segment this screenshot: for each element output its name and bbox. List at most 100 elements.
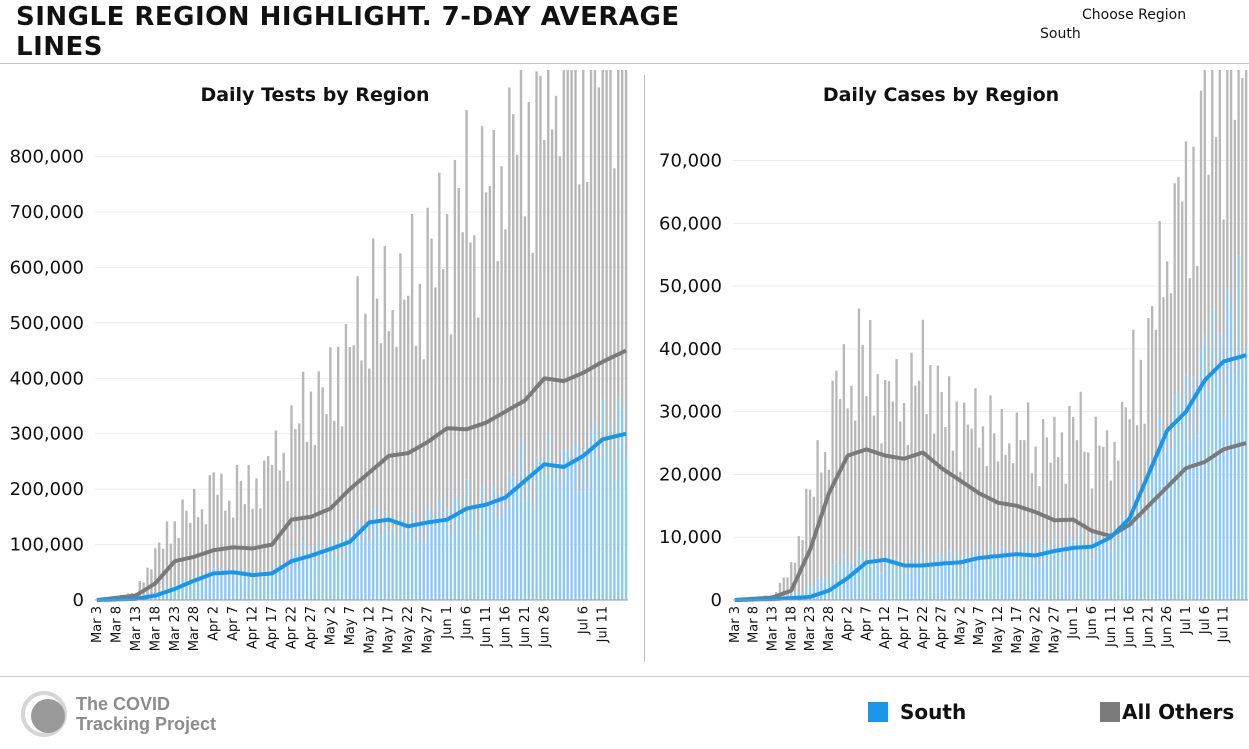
tests-bar-south <box>181 579 184 600</box>
cases-y-tick-label: 40,000 <box>659 339 722 360</box>
tests-bar-south <box>512 477 515 600</box>
legend-item-all-others[interactable]: All Others <box>1100 700 1234 724</box>
cases-bar-all-others <box>906 445 909 574</box>
cases-x-tick-label: Apr 12 <box>878 606 893 649</box>
tests-bar-south <box>566 450 569 600</box>
cases-bar-south <box>869 549 872 600</box>
tests-bar-south <box>601 399 604 600</box>
cases-bar-all-others <box>1060 432 1064 545</box>
cases-bar-south <box>861 553 864 600</box>
tests-bar-south <box>504 509 507 600</box>
cases-x-tick-label: May 22 <box>1029 606 1044 654</box>
cases-x-tick-label: Mar 18 <box>784 606 799 651</box>
tests-x-tick-label: May 2 <box>323 606 338 645</box>
tests-bar-south <box>523 500 527 600</box>
tests-bar-all-others <box>379 343 383 536</box>
tests-bar-all-others <box>492 130 495 487</box>
cases-bar-all-others <box>1211 70 1214 309</box>
cases-bar-all-others <box>1188 278 1191 442</box>
tests-bar-all-others <box>461 232 464 511</box>
cases-bar-south <box>880 572 883 600</box>
tests-bar-all-others <box>395 346 398 539</box>
tests-bar-all-others <box>519 70 523 439</box>
cases-bar-south <box>808 587 812 600</box>
tests-x-tick-label: May 22 <box>401 606 416 654</box>
cases-bar-south <box>1211 308 1214 600</box>
cases-x-tick-label: Jul 11 <box>1217 606 1232 643</box>
cases-bar-south <box>944 563 947 600</box>
cases-bar-south <box>940 556 943 600</box>
tests-bar-all-others <box>325 414 328 554</box>
cases-bar-south <box>1226 289 1229 600</box>
tests-bar-south <box>406 530 410 600</box>
cases-bar-all-others <box>1207 174 1210 392</box>
tests-bar-all-others <box>535 71 538 458</box>
tests-bar-south <box>212 568 215 600</box>
cases-bar-south <box>1102 539 1105 600</box>
tests-bar-south <box>547 433 550 600</box>
tests-bar-south <box>570 461 573 600</box>
cases-bar-all-others <box>914 385 917 564</box>
cases-bar-south <box>1177 391 1180 600</box>
tests-bar-all-others <box>173 521 176 586</box>
tests-bar-south <box>286 570 289 600</box>
tests-bar-south <box>593 420 597 600</box>
cases-bar-all-others <box>1214 137 1218 377</box>
tests-bar-south <box>344 532 348 600</box>
cases-y-tick-label: 50,000 <box>659 276 722 297</box>
tests-bar-all-others <box>562 70 566 451</box>
tests-bar-all-others <box>523 216 527 501</box>
tests-bar-south <box>263 570 266 600</box>
tests-bar-all-others <box>305 441 309 560</box>
tests-bar-south <box>305 559 309 600</box>
tests-bar-all-others <box>340 426 344 558</box>
tests-x-tick-label: Apr 2 <box>207 606 222 641</box>
tests-bar-south <box>340 557 344 600</box>
cases-x-tick-label: Apr 22 <box>916 606 931 649</box>
page-title: SINGLE REGION HIGHLIGHT. 7-DAY AVERAGE L… <box>16 2 680 62</box>
legend-item-south[interactable]: South <box>868 700 966 724</box>
tests-chart-title: Daily Tests by Region <box>200 84 429 106</box>
tests-bar-all-others <box>348 346 352 539</box>
tests-bar-all-others <box>161 548 165 592</box>
covid-tracking-project-logo[interactable]: The COVID Tracking Project <box>20 684 220 744</box>
cases-bar-south <box>1004 559 1007 600</box>
cases-bar-all-others <box>993 433 996 555</box>
cases-bar-south <box>1041 543 1045 600</box>
cases-bar-all-others <box>1229 70 1233 309</box>
cases-bar-all-others <box>1015 412 1018 548</box>
cases-y-tick-label: 20,000 <box>659 464 722 485</box>
tests-bar-all-others <box>181 499 184 580</box>
tests-bar-all-others <box>270 464 274 573</box>
cases-bar-south <box>1068 537 1071 600</box>
tests-bar-south <box>399 517 402 600</box>
tests-bar-south <box>247 567 250 600</box>
tests-bar-south <box>624 453 628 600</box>
tests-bar-south <box>317 541 320 600</box>
tests-bar-all-others <box>480 126 484 487</box>
tests-bar-south <box>585 488 589 600</box>
cases-bar-all-others <box>989 395 992 546</box>
cases-bar-south <box>978 562 981 600</box>
cases-bar-all-others <box>1244 70 1248 347</box>
cases-bar-south <box>981 555 985 600</box>
tests-bar-all-others <box>333 420 336 556</box>
tests-bar-south <box>597 457 601 600</box>
cases-bar-all-others <box>1072 417 1075 542</box>
tests-bar-all-others <box>220 473 223 569</box>
cases-x-tick-label: May 12 <box>991 606 1006 654</box>
tests-bar-all-others <box>512 114 515 478</box>
tests-bar-all-others <box>445 214 449 509</box>
tests-bar-south <box>251 578 254 600</box>
cases-bar-all-others <box>857 308 861 548</box>
cases-bar-all-others <box>1056 457 1060 553</box>
cases-bar-south <box>1060 544 1064 600</box>
cases-bar-all-others <box>947 376 951 551</box>
tests-avg-line-south <box>96 431 627 602</box>
cases-bar-south <box>966 557 970 600</box>
tests-bar-all-others <box>375 298 379 524</box>
cases-bar-all-others <box>978 447 981 563</box>
tests-bar-all-others <box>193 488 196 574</box>
region-select[interactable]: South <box>1040 26 1081 42</box>
cases-bar-south <box>1064 561 1067 600</box>
